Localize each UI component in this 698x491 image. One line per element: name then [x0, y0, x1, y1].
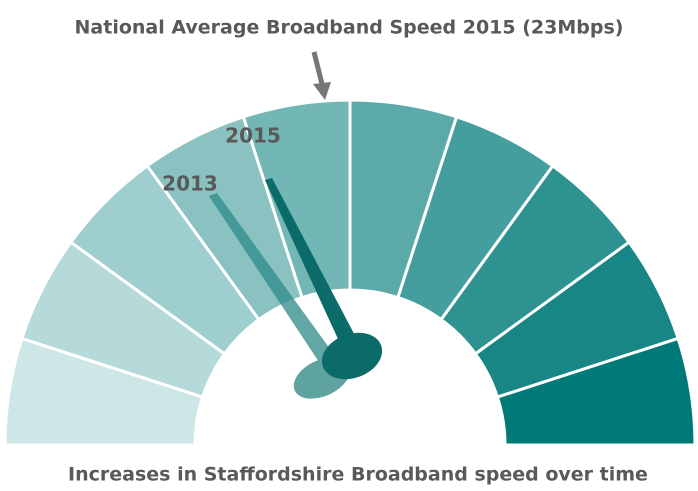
needle-2015 [265, 178, 360, 352]
needle-label-2015: 2015 [225, 124, 281, 148]
dial-segment [495, 336, 697, 447]
needle-2013 [209, 193, 333, 362]
pointer-arrow-head [313, 82, 331, 100]
gauge-dial [3, 98, 697, 447]
needle-label-2013: 2013 [162, 172, 218, 196]
pointer-arrow-shaft [311, 51, 325, 85]
title: National Average Broadband Speed 2015 (2… [75, 17, 624, 39]
needle-pivot-2015 [321, 332, 383, 380]
caption: Increases in Staffordshire Broadband spe… [68, 464, 648, 486]
